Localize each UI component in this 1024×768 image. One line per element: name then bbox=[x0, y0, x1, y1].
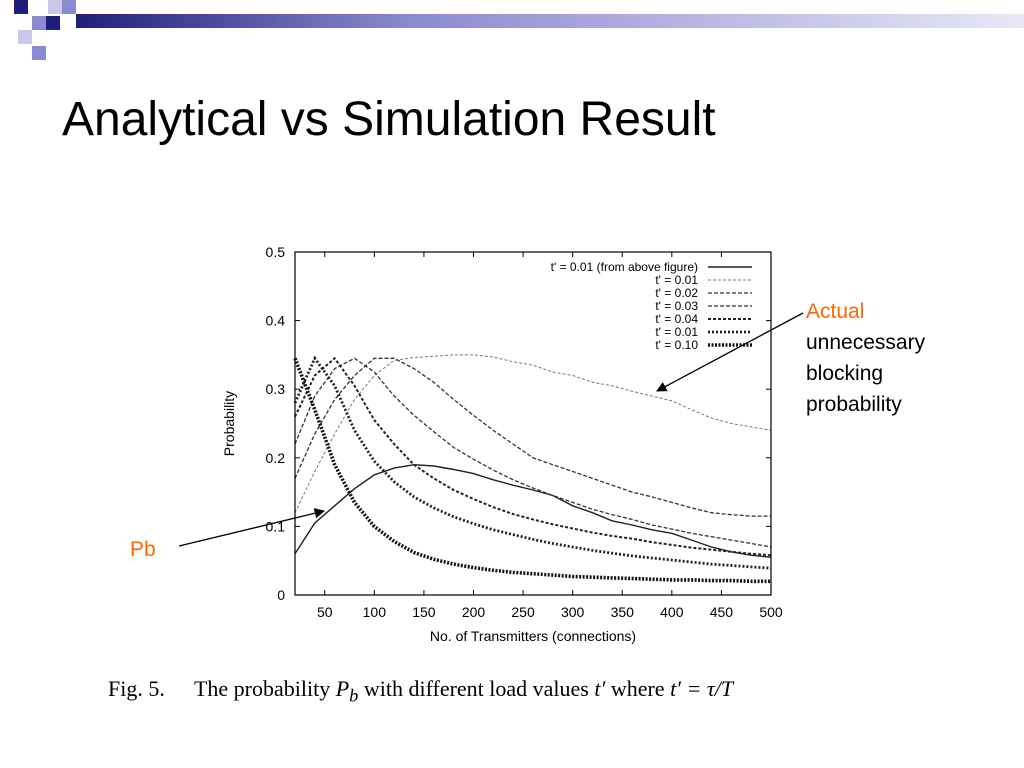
x-axis-title: No. of Transmitters (connections) bbox=[430, 628, 636, 644]
x-tick-label: 150 bbox=[412, 604, 436, 620]
x-tick-label: 100 bbox=[363, 604, 387, 620]
caption-text-mid: with different load values bbox=[363, 676, 589, 701]
x-tick-label: 350 bbox=[611, 604, 635, 620]
y-tick-label: 0.4 bbox=[266, 313, 286, 329]
plot-frame bbox=[294, 251, 772, 596]
deco-square bbox=[46, 16, 60, 30]
x-tick-label: 500 bbox=[759, 604, 783, 620]
y-tick-label: 0.5 bbox=[266, 244, 286, 260]
x-tick-label: 300 bbox=[561, 604, 585, 620]
deco-square bbox=[32, 46, 46, 60]
deco-square bbox=[32, 16, 46, 30]
series-line bbox=[293, 357, 771, 584]
caption-text-before: The probability bbox=[193, 676, 331, 701]
actual-annotation-line-3: probability bbox=[806, 393, 902, 416]
caption-symbol-t: t′ bbox=[594, 676, 606, 701]
caption-fig-label: Fig. 5. bbox=[108, 676, 165, 701]
x-tick-label: 200 bbox=[462, 604, 486, 620]
x-tick-label: 450 bbox=[710, 604, 734, 620]
series-line bbox=[294, 463, 772, 558]
series-line bbox=[294, 354, 772, 513]
x-tick-label: 50 bbox=[317, 604, 333, 620]
legend-label: t' = 0.03 bbox=[655, 299, 698, 313]
y-tick-label: 0.3 bbox=[266, 381, 286, 397]
series-line bbox=[294, 356, 772, 557]
deco-square bbox=[18, 30, 32, 44]
caption-text-where: where bbox=[610, 676, 665, 701]
y-tick-label: 0.2 bbox=[266, 450, 286, 466]
deco-square bbox=[48, 0, 62, 14]
y-tick-label: 0.1 bbox=[266, 518, 286, 534]
caption-symbol-p: Pb bbox=[335, 676, 359, 706]
legend-label: t' = 0.01 bbox=[655, 273, 698, 287]
actual-annotation-arrow bbox=[656, 312, 804, 392]
pb-annotation: Pb bbox=[130, 538, 156, 561]
legend-label: t' = 0.01 bbox=[655, 325, 698, 339]
slide-decoration bbox=[14, 0, 1024, 60]
deco-square bbox=[14, 0, 28, 14]
actual-annotation-accent: Actual bbox=[806, 300, 865, 323]
legend-label: t' = 0.02 bbox=[655, 286, 698, 300]
series-line bbox=[294, 357, 772, 548]
legend-label: t' = 0.10 bbox=[655, 338, 698, 352]
caption-equation: t′ = τ/T bbox=[670, 676, 734, 701]
title-gradient-bar bbox=[76, 14, 1024, 28]
y-axis-title: Probability bbox=[221, 391, 237, 456]
actual-annotation: Actual unnecessary blocking probability bbox=[806, 296, 925, 420]
legend-label: t' = 0.01 (from above figure) bbox=[551, 260, 698, 274]
series-line bbox=[293, 355, 772, 570]
series-line bbox=[294, 357, 771, 517]
y-tick-label: 0 bbox=[277, 587, 285, 603]
legend-label: t' = 0.04 bbox=[655, 312, 698, 326]
x-tick-label: 250 bbox=[511, 604, 535, 620]
pb-annotation-arrow bbox=[178, 508, 326, 547]
x-tick-label: 400 bbox=[660, 604, 684, 620]
deco-square bbox=[62, 0, 76, 14]
figure-caption: Fig. 5. The probability Pb with differen… bbox=[108, 676, 733, 706]
actual-annotation-line-1: unnecessary bbox=[806, 331, 926, 354]
slide-title: Analytical vs Simulation Result bbox=[62, 93, 716, 146]
actual-annotation-line-2: blocking bbox=[806, 362, 884, 385]
